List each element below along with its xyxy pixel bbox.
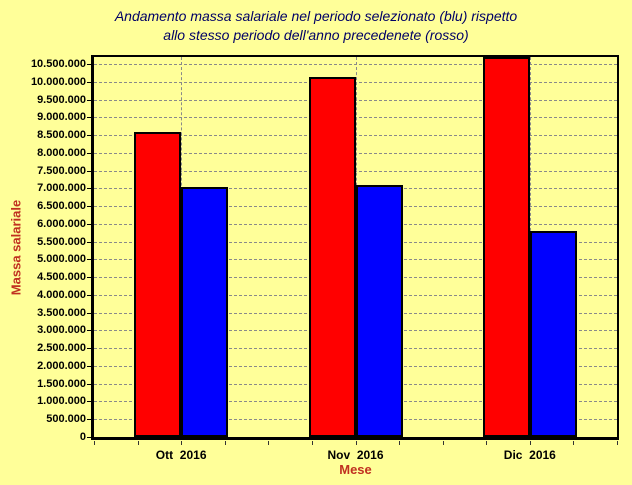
- y-axis-tick: [87, 81, 92, 83]
- y-tick-label: 6.000.000: [37, 217, 86, 230]
- plot-area: [91, 55, 619, 440]
- y-tick-label: 4.500.000: [37, 271, 86, 284]
- y-tick-label: 500.000: [46, 413, 86, 426]
- x-tick-label: Nov 2016: [327, 448, 384, 462]
- y-axis-tick: [87, 99, 92, 101]
- bar-rosso-1: [134, 131, 182, 437]
- x-tick-label: Ott 2016: [155, 448, 207, 462]
- y-tick-label: 6.500.000: [37, 200, 86, 213]
- bar-blu-3: [529, 231, 577, 437]
- y-axis-tick: [87, 383, 92, 385]
- y-tick-label: 1.500.000: [37, 377, 86, 390]
- y-tick-label: 10.500.000: [30, 58, 86, 71]
- x-axis-tick: [181, 441, 183, 445]
- y-axis-tick: [87, 294, 92, 296]
- y-axis-tick: [87, 152, 92, 154]
- bar-rosso-3: [482, 57, 530, 437]
- x-axis-tick: [224, 441, 226, 445]
- y-axis-tick: [87, 135, 92, 137]
- bar-blu-2: [355, 184, 403, 437]
- y-axis-tick: [87, 312, 92, 314]
- y-axis-tick: [87, 223, 92, 225]
- bar-rosso-2: [308, 76, 356, 437]
- y-tick-label: 4.000.000: [37, 288, 86, 301]
- y-axis-tick: [87, 277, 92, 279]
- y-axis-tick: [87, 330, 92, 332]
- y-tick-label: 5.000.000: [37, 253, 86, 266]
- y-axis-tick: [87, 170, 92, 172]
- x-axis-tick: [442, 441, 444, 445]
- y-tick-label: 3.000.000: [37, 324, 86, 337]
- y-axis-tick: [87, 117, 92, 119]
- y-tick-label: 0: [79, 431, 86, 443]
- x-axis-tick: [529, 441, 531, 445]
- x-axis-tick: [268, 441, 270, 445]
- x-axis-title: Mese: [339, 462, 372, 477]
- x-axis-tick: [355, 441, 357, 445]
- y-axis-tick: [87, 419, 92, 421]
- chart-title: Andamento massa salariale nel periodo se…: [0, 7, 632, 45]
- y-tick-label: 7.500.000: [37, 164, 86, 177]
- y-axis-tick: [87, 188, 92, 190]
- y-tick-label: 7.000.000: [37, 182, 86, 195]
- y-axis-tick: [87, 64, 92, 66]
- y-axis-tick: [87, 259, 92, 261]
- y-tick-label: 2.000.000: [37, 359, 86, 372]
- y-tick-label: 3.500.000: [37, 306, 86, 319]
- y-tick-label: 9.000.000: [37, 111, 86, 124]
- y-tick-label: 1.000.000: [37, 395, 86, 408]
- y-tick-label: 2.500.000: [37, 342, 86, 355]
- x-axis-tick: [137, 441, 139, 445]
- y-tick-label: 9.500.000: [37, 93, 86, 106]
- y-axis-tick-labels: 0 500.000 1.000.000 1.500.000 2.000.000 2.500…: [0, 0, 86, 485]
- y-tick-label: 10.000.000: [30, 75, 86, 88]
- y-axis-tick: [87, 241, 92, 243]
- x-axis-tick: [399, 441, 401, 445]
- y-axis-tick: [87, 401, 92, 403]
- y-tick-label: 8.500.000: [37, 129, 86, 142]
- x-axis-tick: [573, 441, 575, 445]
- y-tick-label: 5.500.000: [37, 235, 86, 248]
- y-axis-tick: [87, 437, 92, 438]
- x-axis-tick: [486, 441, 488, 445]
- x-axis-tick: [617, 441, 618, 445]
- chart-title-line1: Andamento massa salariale nel periodo se…: [114, 8, 518, 24]
- chart-title-line2: allo stesso periodo dell'anno precedenet…: [163, 27, 469, 43]
- y-axis-tick: [87, 365, 92, 367]
- x-axis-tick: [311, 441, 313, 445]
- y-axis-tick: [87, 348, 92, 350]
- y-tick-label: 8.000.000: [37, 146, 86, 159]
- x-tick-label: Dic 2016: [503, 448, 556, 462]
- y-axis-tick: [87, 206, 92, 208]
- bar-blu-1: [181, 186, 229, 437]
- x-axis-tick: [94, 441, 95, 445]
